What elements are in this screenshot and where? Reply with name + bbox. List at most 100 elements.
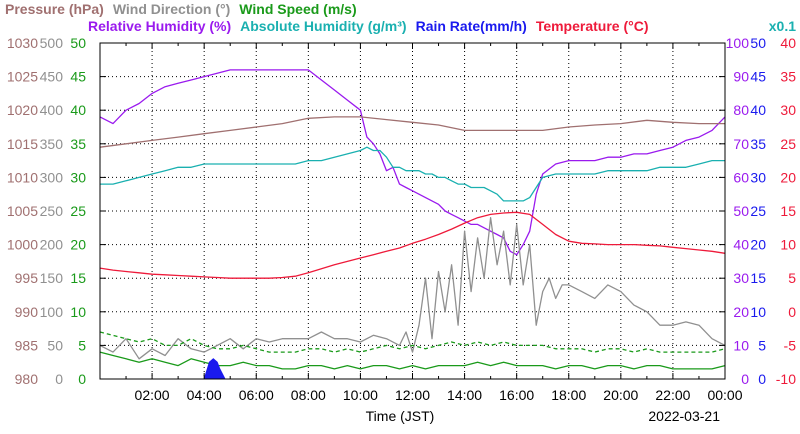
x-tick-label: 14:00 xyxy=(447,387,482,403)
humidity-tick-label: 60 xyxy=(733,169,749,185)
humidity-tick-label: 80 xyxy=(733,102,749,118)
rain-tick-label: 35 xyxy=(750,136,766,152)
x-tick-label: 16:00 xyxy=(499,387,534,403)
temperature-tick-label: 35 xyxy=(780,69,796,85)
wind-direction-line xyxy=(99,217,726,360)
legend-entry: Absolute Humidity (g/m³) xyxy=(240,18,406,34)
rain-tick-label: 20 xyxy=(750,237,766,253)
pressure-tick-label: 1010 xyxy=(7,169,38,185)
wind-speed-gust-line xyxy=(99,331,726,353)
wind_dir-tick-label: 500 xyxy=(40,35,64,51)
rain-tick-label: 25 xyxy=(750,203,766,219)
wind_speed-tick-label: 50 xyxy=(70,35,86,51)
rain-tick-label: 40 xyxy=(750,102,766,118)
rain-tick-label: 30 xyxy=(750,169,766,185)
wind-speed-line xyxy=(99,351,726,370)
axis-labels: 02:00 04:00 06:00 08:00 10:00 12:00 14:00 16:00… xyxy=(7,35,796,403)
temperature-tick-label: 10 xyxy=(780,237,796,253)
rain-tick-label: 15 xyxy=(750,270,766,286)
x-axis-title: Time (JST) xyxy=(366,408,435,424)
wind_dir-tick-label: 250 xyxy=(40,203,64,219)
series-layer xyxy=(99,69,726,380)
wind_speed-tick-label: 35 xyxy=(70,136,86,152)
temperature-tick-label: 15 xyxy=(780,203,796,219)
rain-tick-label: 45 xyxy=(750,69,766,85)
wind_dir-tick-label: 100 xyxy=(40,304,64,320)
pressure-tick-label: 980 xyxy=(15,371,39,387)
temperature-tick-label: 0 xyxy=(788,304,796,320)
pressure-tick-label: 1005 xyxy=(7,203,38,219)
x-tick-label: 12:00 xyxy=(395,387,430,403)
temperature-tick-label: 40 xyxy=(780,35,796,51)
temperature-line xyxy=(99,211,726,279)
humidity-tick-label: 90 xyxy=(733,69,749,85)
pressure-tick-label: 995 xyxy=(15,270,39,286)
legend-entry: Wind Direction (°) xyxy=(113,1,230,17)
wind_speed-tick-label: 15 xyxy=(70,270,86,286)
pressure-tick-label: 985 xyxy=(15,337,39,353)
wind_dir-tick-label: 300 xyxy=(40,169,64,185)
legend-entry: Wind Speed (m/s) xyxy=(239,1,356,17)
humidity-tick-label: 70 xyxy=(733,136,749,152)
pressure-line xyxy=(99,116,725,148)
humidity-tick-label: 40 xyxy=(733,237,749,253)
wind_dir-tick-label: 0 xyxy=(55,371,63,387)
pressure-tick-label: 1020 xyxy=(7,102,38,118)
wind_speed-tick-label: 0 xyxy=(78,371,86,387)
temperature-tick-label: 25 xyxy=(780,136,796,152)
temperature-tick-label: -5 xyxy=(784,337,797,353)
tick-marks xyxy=(99,42,726,380)
pressure-tick-label: 1015 xyxy=(7,136,38,152)
temperature-tick-label: 5 xyxy=(788,270,796,286)
rain-tick-label: 0 xyxy=(758,371,766,387)
x-tick-label: 04:00 xyxy=(187,387,222,403)
x-tick-label: 00:00 xyxy=(707,387,742,403)
humidity-tick-label: 100 xyxy=(726,35,750,51)
x-tick-label: 18:00 xyxy=(551,387,586,403)
pressure-tick-label: 990 xyxy=(15,304,39,320)
x-tick-label: 22:00 xyxy=(655,387,690,403)
relative-humidity-line xyxy=(99,69,726,256)
humidity-tick-label: 50 xyxy=(733,203,749,219)
legend-entry: Relative Humidity (%) xyxy=(88,18,231,34)
absolute-humidity-line xyxy=(100,146,725,202)
legend-entry: Rain Rate(mm/h) xyxy=(416,18,527,34)
humidity-tick-label: 10 xyxy=(733,337,749,353)
pressure-tick-label: 1000 xyxy=(7,237,38,253)
rain-tick-label: 5 xyxy=(758,337,766,353)
wind_speed-tick-label: 45 xyxy=(70,69,86,85)
x-tick-label: 06:00 xyxy=(239,387,274,403)
legend-entry: Pressure (hPa) xyxy=(5,1,104,17)
pressure-tick-label: 1025 xyxy=(7,69,38,85)
legend-entry: Temperature (°C) xyxy=(536,18,649,34)
x-tick-label: 20:00 xyxy=(603,387,638,403)
humidity-tick-label: 20 xyxy=(733,304,749,320)
temperature-tick-label: -10 xyxy=(776,371,796,387)
date-label: 2022-03-21 xyxy=(648,408,720,424)
x-tick-label: 02:00 xyxy=(135,387,170,403)
wind_speed-tick-label: 10 xyxy=(70,304,86,320)
wind_speed-tick-label: 5 xyxy=(78,337,86,353)
wind_dir-tick-label: 150 xyxy=(40,270,64,286)
scale-note: x0.1 xyxy=(769,18,796,34)
temperature-tick-label: 30 xyxy=(780,102,796,118)
wind_speed-tick-label: 30 xyxy=(70,169,86,185)
pressure-tick-label: 1030 xyxy=(7,35,38,51)
humidity-tick-label: 0 xyxy=(741,371,749,387)
legend: Pressure (hPa) Wind Direction (°) Wind Spe… xyxy=(5,1,649,34)
wind_dir-tick-label: 400 xyxy=(40,102,64,118)
humidity-tick-label: 30 xyxy=(733,270,749,286)
x-tick-label: 08:00 xyxy=(291,387,326,403)
wind_dir-tick-label: 200 xyxy=(40,237,64,253)
x-tick-label: 10:00 xyxy=(343,387,378,403)
wind_speed-tick-label: 20 xyxy=(70,237,86,253)
wind_speed-tick-label: 40 xyxy=(70,102,86,118)
temperature-tick-label: 20 xyxy=(780,169,796,185)
wind_dir-tick-label: 450 xyxy=(40,69,64,85)
wind_dir-tick-label: 50 xyxy=(47,337,63,353)
wind_dir-tick-label: 350 xyxy=(40,136,64,152)
wind_speed-tick-label: 25 xyxy=(70,203,86,219)
rain-tick-label: 10 xyxy=(750,304,766,320)
